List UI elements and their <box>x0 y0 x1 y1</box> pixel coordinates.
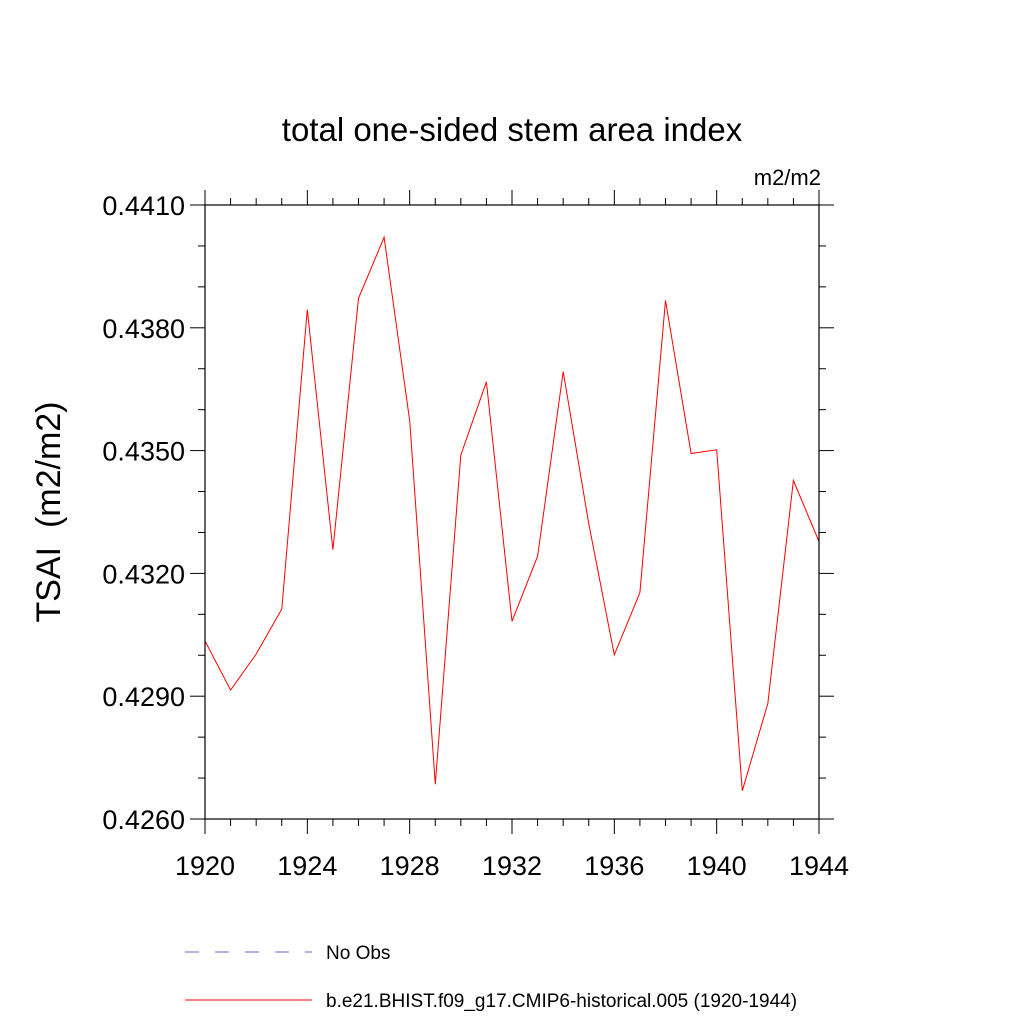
y-tick-label: 0.4260 <box>102 805 185 835</box>
x-tick-label: 1932 <box>482 851 542 881</box>
plot-frame <box>204 204 820 820</box>
axis-ticks: 1920 1924 1928 1932 1936 1940 1944 0.4260 0.4290… <box>102 190 849 881</box>
x-tick-label: 1928 <box>380 851 440 881</box>
x-tick-label: 1920 <box>175 851 235 881</box>
plot-area <box>204 235 820 791</box>
legend-label: b.e21.BHIST.f09_g17.CMIP6-historical.005… <box>326 991 797 1012</box>
x-tick-label: 1936 <box>584 851 644 881</box>
legend-label: No Obs <box>326 943 390 964</box>
y-tick-label: 0.4320 <box>102 559 185 589</box>
units-label: m2/m2 <box>754 165 821 190</box>
y-tick-label: 0.4410 <box>102 191 185 221</box>
series-line <box>204 235 820 791</box>
y-axis-label: TSAI (m2/m2) <box>30 401 68 622</box>
y-tick-label: 0.4380 <box>102 314 185 344</box>
x-tick-label: 1940 <box>687 851 747 881</box>
x-tick-label: 1924 <box>277 851 337 881</box>
y-tick-label: 0.4290 <box>102 682 185 712</box>
legend: No Obs b.e21.BHIST.f09_g17.CMIP6-historic… <box>185 943 797 1012</box>
chart-title: total one-sided stem area index <box>282 111 743 148</box>
x-tick-label: 1944 <box>789 851 849 881</box>
y-tick-label: 0.4350 <box>102 437 185 467</box>
